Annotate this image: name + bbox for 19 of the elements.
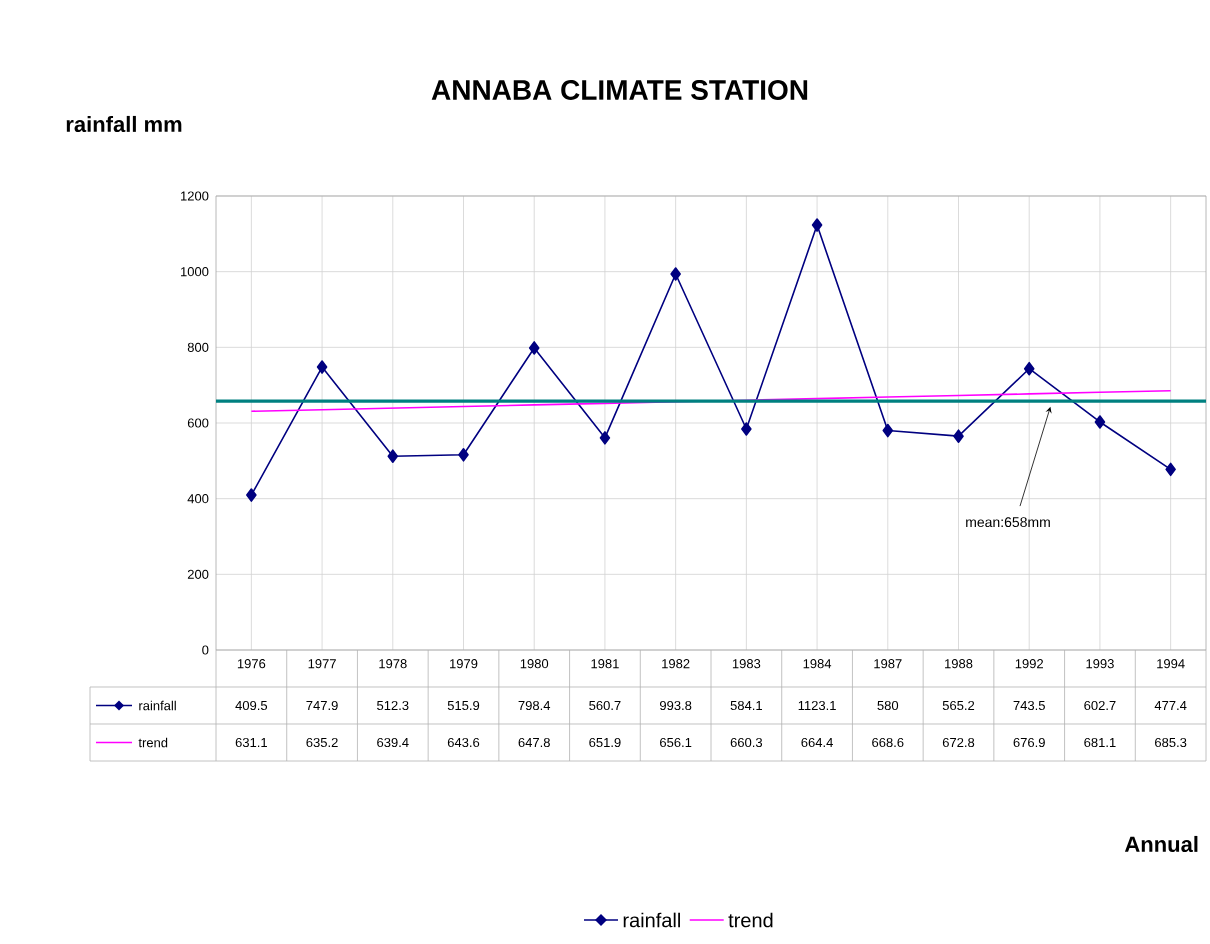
point bbox=[246, 488, 257, 502]
point bbox=[458, 448, 469, 462]
point bbox=[1023, 361, 1035, 376]
point bbox=[670, 267, 681, 281]
point bbox=[316, 360, 328, 374]
point bbox=[1094, 415, 1106, 429]
point bbox=[741, 422, 752, 436]
point bbox=[599, 431, 611, 445]
chart-title: ANNABA CLIMATE STATION bbox=[431, 80, 808, 100]
point bbox=[953, 429, 964, 443]
point bbox=[528, 341, 540, 355]
point bbox=[882, 423, 894, 438]
y-axis-title: rainfall mm bbox=[66, 115, 182, 133]
point bbox=[811, 218, 823, 232]
text: trend bbox=[728, 912, 773, 928]
text: Annual bbox=[1124, 835, 1198, 853]
point bbox=[1165, 462, 1176, 477]
point bbox=[387, 449, 399, 463]
text: rainfall bbox=[623, 912, 680, 928]
